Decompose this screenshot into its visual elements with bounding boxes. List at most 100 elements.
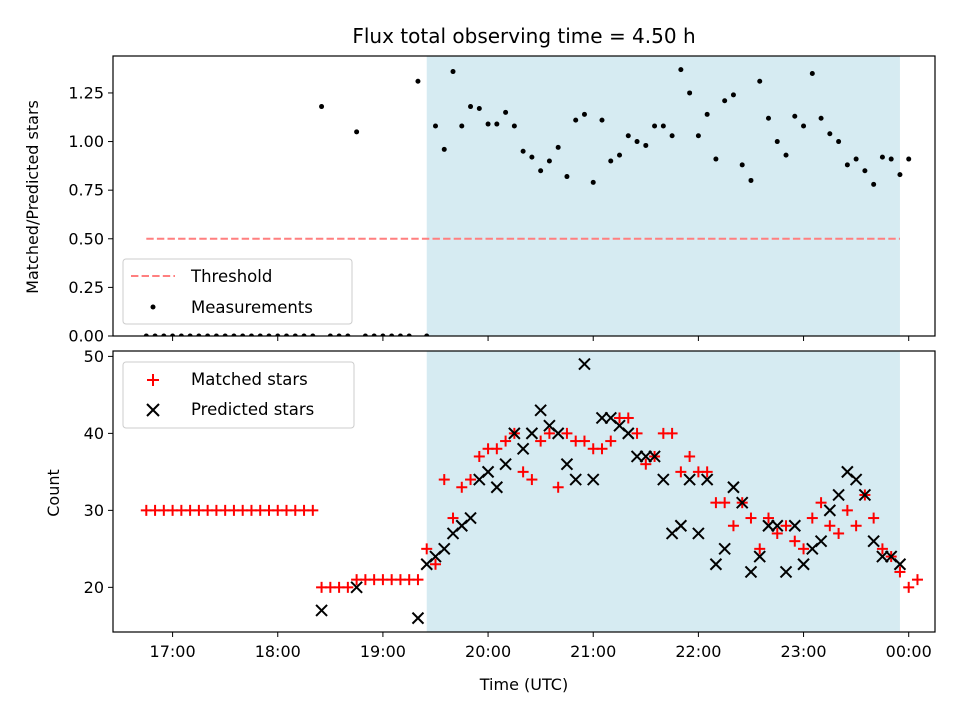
top-panel: 0.00 0.25 0.50 0.75 1.00 1.25 [68, 55, 936, 346]
measurement-point [599, 117, 605, 123]
measurement-point [266, 333, 272, 336]
bottom-legend: Matched stars Predicted stars [122, 361, 355, 429]
measurement-point [906, 156, 912, 162]
measurement-point [783, 152, 789, 158]
matched-star-point [754, 543, 766, 555]
matched-star-point [342, 581, 354, 593]
y-tick-label: 0.75 [68, 181, 104, 200]
predicted-star-point [700, 473, 714, 486]
y-tick-label: 0.00 [68, 327, 104, 346]
predicted-star-point [648, 450, 661, 463]
predicted-star-point [534, 404, 547, 417]
y-tick-label: 1.00 [68, 132, 104, 151]
matched-star-point [473, 450, 485, 462]
measurement-point [564, 174, 570, 180]
predicted-star-point [630, 450, 644, 463]
measurement-point [818, 115, 824, 121]
legend-measurements-label: Measurements [191, 298, 313, 317]
matched-star-point [412, 574, 424, 586]
matched-star-point [429, 558, 441, 570]
matched-star-point [675, 466, 687, 478]
matched-star-point [789, 535, 801, 547]
measurement-point [275, 333, 281, 336]
predicted-star-point [683, 473, 696, 486]
measurement-point [836, 139, 842, 145]
measurement-point [888, 156, 894, 162]
predicted-star-point [315, 604, 328, 617]
predicted-star-point [771, 519, 784, 532]
matched-star-point [666, 427, 678, 439]
measurement-point [617, 152, 623, 158]
measurement-point [248, 333, 254, 336]
y-tick-label: 20 [84, 578, 104, 597]
predicted-star-point [551, 427, 565, 440]
predicted-star-point [508, 427, 521, 440]
predicted-star-point [490, 481, 504, 494]
measurement-point [301, 333, 307, 336]
predicted-star-point [858, 488, 872, 502]
matched-star-point [640, 458, 652, 470]
predicted-star-point [674, 519, 688, 532]
legend-predicted-label: Predicted stars [191, 400, 314, 419]
measurement-point [757, 78, 763, 84]
measurement-point [406, 333, 412, 336]
matched-star-point [701, 466, 713, 478]
matched-star-point [526, 474, 538, 486]
predicted-star-point [727, 481, 740, 494]
predicted-star-point [587, 473, 600, 486]
measurement-point [161, 333, 167, 336]
predicted-star-point [788, 519, 801, 532]
predicted-star-point [814, 534, 828, 548]
measurement-point [660, 123, 666, 129]
matched-star-point [850, 520, 862, 532]
measurement-point [730, 92, 736, 98]
measurement-point [485, 121, 491, 127]
measurement-point [371, 333, 377, 336]
measurement-point [231, 333, 237, 336]
matched-star-point [605, 435, 617, 447]
measurement-point [765, 115, 771, 121]
measurement-point [801, 123, 807, 129]
matched-star-point [622, 412, 634, 424]
predicted-star-point [867, 534, 880, 548]
x-tick-label: 17:00 [150, 642, 196, 661]
plot-area-0 [143, 56, 912, 336]
measurement-point [441, 146, 447, 152]
measurement-point [687, 90, 693, 96]
y-tick-label: 1.25 [68, 83, 104, 102]
legend-matched-swatch [147, 374, 159, 386]
matched-star-point [894, 566, 906, 578]
measurement-point [590, 179, 596, 185]
matched-star-point [596, 443, 608, 455]
matched-star-point [535, 435, 547, 447]
predicted-star-point [797, 558, 810, 571]
measurement-point [143, 333, 149, 336]
matched-star-point [631, 427, 643, 439]
axes-frame-0 [112, 55, 936, 337]
measurement-point [424, 333, 430, 336]
matched-star-point [727, 520, 739, 532]
top-legend-box [122, 258, 353, 325]
predicted-star-point [893, 558, 907, 571]
matched-star-point [517, 466, 529, 478]
x-tick-label: 00:00 [886, 642, 932, 661]
observing-window-span [426, 56, 900, 336]
measurement-point [704, 111, 710, 117]
measurement-point [625, 133, 631, 139]
predicted-star-point [639, 450, 653, 463]
predicted-star-point [438, 542, 451, 556]
predicted-star-point [753, 550, 766, 563]
measurement-point [827, 131, 833, 137]
matched-star-point [561, 427, 573, 439]
predicted-star-point [718, 542, 731, 556]
predicted-star-point [876, 550, 889, 563]
matched-star-point [438, 474, 450, 486]
measurement-point [862, 168, 868, 174]
measurement-point [853, 156, 859, 162]
chart-title: Flux total observing time = 4.50 h [352, 24, 695, 48]
measurement-point [187, 333, 193, 336]
measurement-point [897, 172, 903, 178]
predicted-star-point [516, 442, 530, 455]
measurement-point [178, 333, 184, 336]
matched-star-point [307, 504, 319, 516]
